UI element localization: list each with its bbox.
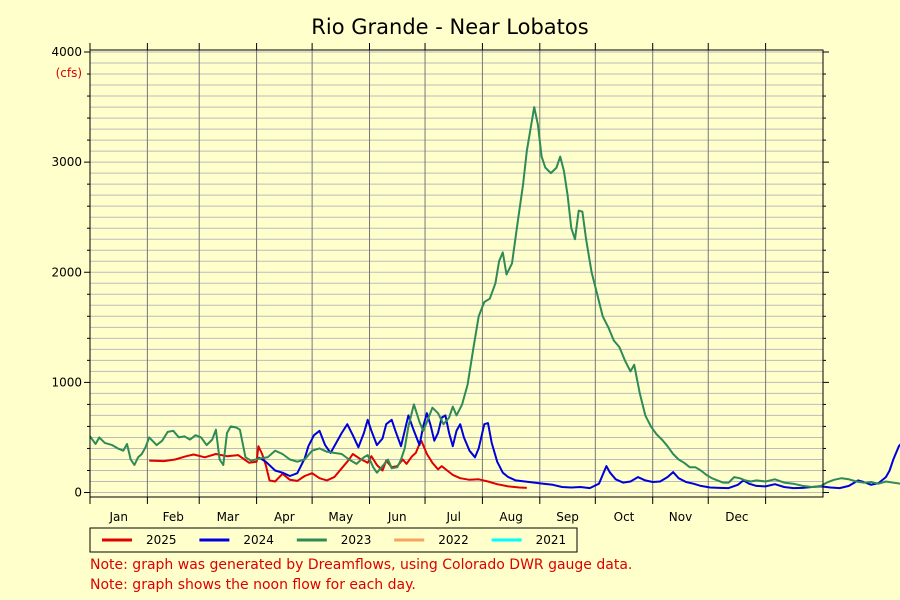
series-line-2025: [149, 439, 527, 489]
series-line-2023: [89, 106, 900, 488]
y-axis-unit-label: (cfs): [56, 66, 82, 80]
x-tick-label: Jan: [108, 510, 128, 524]
y-tick-label: 2000: [51, 265, 82, 279]
x-tick-label: Nov: [669, 510, 692, 524]
legend-label-2023: 2023: [341, 533, 372, 547]
legend: 2025 2024 2023 2022 2021: [89, 527, 578, 553]
x-tick-label: Jul: [445, 510, 460, 524]
x-tick-label: Aug: [499, 510, 522, 524]
y-tick-label: 1000: [51, 375, 82, 389]
note-noon-flow: Note: graph shows the noon flow for each…: [90, 577, 416, 593]
axes: 0 1000 2000 3000 4000 Jan Feb Mar Apr May Jun Jul Au…: [51, 43, 829, 524]
plot-frame: [89, 49, 824, 498]
x-tick-label: May: [328, 510, 353, 524]
series-lines: [89, 106, 900, 490]
y-tick-label: 4000: [51, 45, 82, 59]
note-data-source: Note: graph was generated by Dreamflows,…: [90, 557, 633, 573]
chart-title: Rio Grande - Near Lobatos: [311, 15, 588, 39]
x-tick-label: Mar: [217, 510, 240, 524]
legend-label-2021: 2021: [536, 533, 567, 547]
x-tick-label: Oct: [614, 510, 635, 524]
y-tick-label: 0: [74, 486, 82, 500]
x-tick-label: Feb: [163, 510, 184, 524]
y-tick-label: 3000: [51, 155, 82, 169]
legend-label-2024: 2024: [243, 533, 274, 547]
x-tick-label: Jun: [387, 510, 407, 524]
legend-label-2025: 2025: [146, 533, 177, 547]
x-tick-label: Sep: [556, 510, 579, 524]
series-line-2024: [257, 412, 900, 490]
x-tick-label: Apr: [274, 510, 295, 524]
legend-label-2022: 2022: [438, 533, 469, 547]
x-tick-label: Dec: [725, 510, 748, 524]
